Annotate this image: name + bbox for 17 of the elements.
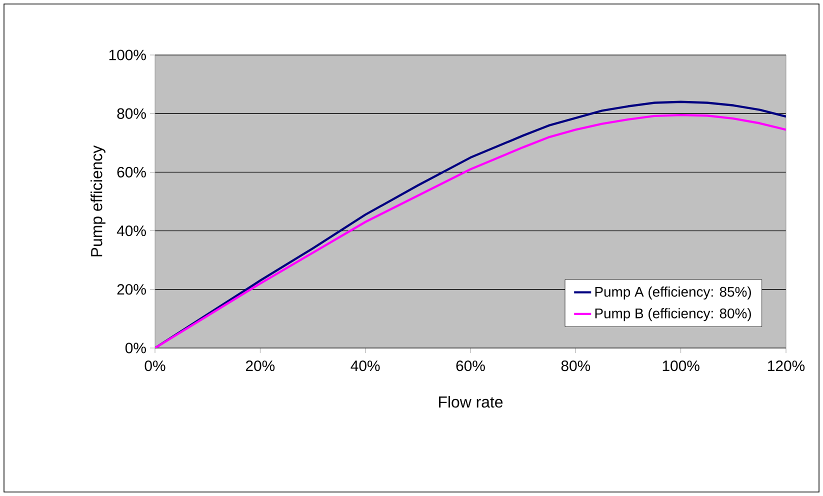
- y-tick-label: 20%: [117, 284, 146, 295]
- y-axis-title: Pump efficiency: [90, 145, 106, 256]
- y-tick-label: 100%: [109, 50, 146, 60]
- legend-label: Pump B (efficiency: 80%): [595, 308, 751, 322]
- x-tick-label: 40%: [350, 360, 380, 372]
- x-tick-label: 60%: [456, 360, 485, 372]
- x-tick-label: 0%: [144, 360, 166, 372]
- x-axis-title: Flow rate: [439, 396, 503, 408]
- y-tick-label: 60%: [117, 166, 146, 178]
- y-tick-label: 0%: [125, 342, 146, 354]
- x-tick-label: 120%: [768, 360, 805, 372]
- x-tick-label: 100%: [662, 360, 700, 372]
- x-tick-label: 20%: [246, 360, 275, 372]
- y-tick-label: 40%: [116, 226, 146, 236]
- legend-label: Pump A (efficiency: 85%): [595, 286, 751, 300]
- x-tick-label: 80%: [561, 360, 590, 372]
- y-tick-label: 80%: [117, 108, 146, 119]
